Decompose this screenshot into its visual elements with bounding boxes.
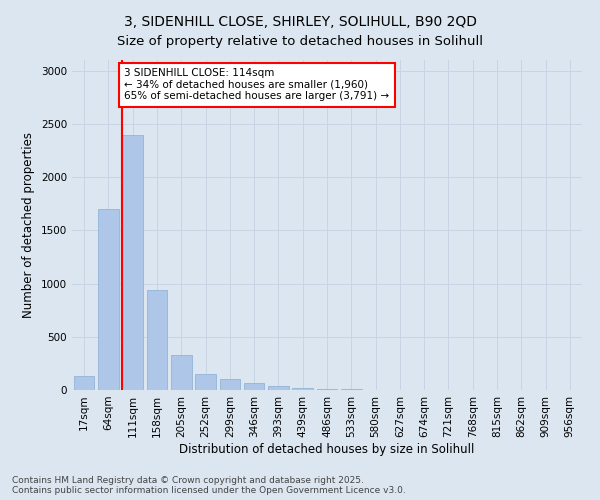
Bar: [292, 388, 313, 390]
Bar: [74, 376, 94, 390]
Bar: [244, 383, 265, 390]
Text: Contains HM Land Registry data © Crown copyright and database right 2025.
Contai: Contains HM Land Registry data © Crown c…: [12, 476, 406, 495]
Bar: [195, 374, 216, 390]
Bar: [171, 355, 191, 390]
Bar: [317, 389, 337, 390]
X-axis label: Distribution of detached houses by size in Solihull: Distribution of detached houses by size …: [179, 442, 475, 456]
Text: Size of property relative to detached houses in Solihull: Size of property relative to detached ho…: [117, 35, 483, 48]
Bar: [146, 290, 167, 390]
Y-axis label: Number of detached properties: Number of detached properties: [22, 132, 35, 318]
Bar: [220, 380, 240, 390]
Bar: [98, 209, 119, 390]
Bar: [268, 386, 289, 390]
Bar: [122, 134, 143, 390]
Text: 3 SIDENHILL CLOSE: 114sqm
← 34% of detached houses are smaller (1,960)
65% of se: 3 SIDENHILL CLOSE: 114sqm ← 34% of detac…: [124, 68, 389, 102]
Text: 3, SIDENHILL CLOSE, SHIRLEY, SOLIHULL, B90 2QD: 3, SIDENHILL CLOSE, SHIRLEY, SOLIHULL, B…: [124, 15, 476, 29]
